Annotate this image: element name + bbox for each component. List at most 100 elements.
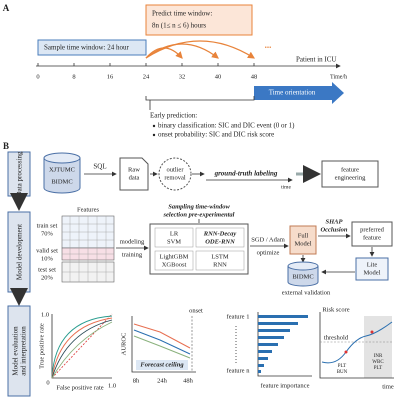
timeline-tick-label: 32 [179,73,186,80]
ceiling-label: Forecast ceiling [140,361,184,368]
auroc-axes [131,316,196,373]
timeline-tick-label: 16 [107,73,114,80]
early-prediction-item: binary classification: SIC and DIC event… [158,122,295,130]
model-name: RNN-Decay [203,230,237,237]
full-model-label: Model [295,240,312,247]
split-label: test set [38,266,56,273]
marker-label: INR [374,354,383,359]
modeling-label: modeling [120,238,145,245]
explain-label: Occlusion [320,226,347,233]
lite-model-box [355,257,389,281]
database-top [287,261,319,271]
marker-label: WBC [372,360,384,365]
importance-x-label: feature importance [261,382,310,389]
roc-curve [51,321,113,379]
onset-label: onset [189,307,203,314]
roc-x-label: False positive rate [56,384,103,391]
time-orientation-arrow [254,82,344,104]
roc-y-label: True positive rate [38,323,45,369]
stage-label: Model evaluation [12,326,20,376]
split-label: valid set [36,247,58,254]
bracket [145,96,255,110]
model-name: RNN [213,261,227,268]
panel-label: A [3,3,10,13]
sampling-label: Sampling time-window [168,203,230,210]
stage-label: Model development [16,224,24,280]
panel-label: B [3,141,9,151]
sql-label: SQL [93,163,106,171]
marker-label: PLT [338,364,346,369]
importance-axes [257,312,312,377]
database-label: XJTUMC [49,166,75,173]
lite-model-label: Model [364,269,381,276]
full-model-box [289,225,317,255]
feature-first: feature 1 [227,313,250,320]
external-db-label: BIDMC [292,273,313,280]
database-label: BIDMC [51,178,72,185]
auroc-curve [133,329,191,355]
feature-engineering-label: feature [341,166,359,173]
feature-engineering-label: engineering [335,174,366,181]
split-label: train set [37,222,58,229]
model-name: ODE-RNN [205,238,235,245]
roc-curve [51,319,113,379]
bullet [152,124,156,128]
labeling-label: ground-truth labeling [214,170,278,178]
optimizer-label: SGD / Adam [251,236,285,243]
feature-last: feature n [227,367,251,374]
timeline-tick-label: 40 [215,73,222,80]
onset-band [364,316,392,378]
roc-tick: 1.0 [41,311,49,318]
sampling-label: selection pre-experimental [163,211,235,218]
model-name: SVM [167,238,181,245]
importance-bar [258,315,308,318]
split-label: 70% [41,230,54,237]
database-top [43,152,81,164]
model-name: LSTM [211,253,229,260]
threshold-label: threshold [324,334,349,341]
roc-curve [51,315,113,379]
risk-y-label: Risk score [322,306,349,313]
auroc-x-tick: 24h [157,377,168,384]
sample-window-text: Sample time window: 24 hour [44,44,129,52]
importance-bar [258,336,284,339]
importance-bar [258,343,278,346]
timeline-tick-label: 8 [72,73,75,80]
auroc-curve [133,335,191,359]
stage-box [7,305,31,397]
training-label: training [122,251,143,258]
roc-diagonal [51,313,113,379]
bullet [152,133,156,137]
model-name: XGBoost [162,261,187,268]
preferred-label: feature [363,234,381,241]
lite-model-label: Lite [367,261,378,268]
ceiling-band [136,360,188,370]
raw-data-label: Raw [128,166,140,173]
importance-bar [258,370,261,373]
raw-data-label: data [129,174,140,181]
model-cell [154,250,194,271]
early-prediction-title: Early prediction: [150,112,197,120]
model-cell [195,250,245,271]
feature-engineering-box [321,160,379,188]
time-label: time [281,184,291,190]
database [287,266,319,287]
timeline-tick-label: 24 [143,73,150,80]
stage-label: and interpretation [20,326,28,376]
risk-curve [321,321,393,364]
predict-arc [145,43,219,59]
timeline-ticks: 0 8 16 24 32 40 48 [36,63,257,80]
marker-label: BUN [337,370,348,375]
marker-label: PLT [374,366,382,371]
importance-bar [258,364,264,367]
features-label: Features [77,206,99,213]
optimize-label: optimize [257,249,280,256]
predict-window-text: 8n (1≤ n ≤ 6) hours [152,22,206,30]
risk-x-label: time [382,383,394,390]
stage-label: Data processing [16,151,24,196]
importance-bar [258,357,268,360]
ellipsis: ... [265,40,272,50]
predict-window-text: Predict time window: [152,10,212,18]
model-cell [195,227,245,248]
